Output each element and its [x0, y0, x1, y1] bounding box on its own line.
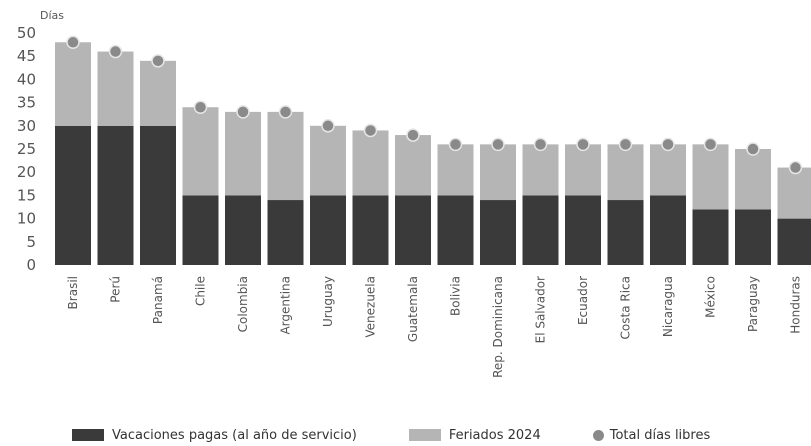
total-marker	[66, 35, 80, 50]
total-marker	[788, 160, 803, 175]
bar-vacaciones	[480, 200, 516, 265]
bar-feriados	[55, 42, 91, 126]
y-tick-label: 0	[26, 256, 36, 274]
legend-marker-total	[592, 429, 604, 441]
x-tick-label: Brasil	[66, 276, 80, 309]
total-marker	[533, 137, 548, 152]
x-axis: Brasil Perú Panamá Chile Colombia Argentina Ur…	[66, 276, 803, 378]
x-tick-label: Argentina	[279, 276, 293, 335]
bar-feriados	[395, 135, 431, 196]
y-tick-label: 15	[17, 186, 36, 204]
total-marker	[576, 137, 590, 152]
bar-vacaciones	[777, 218, 811, 265]
x-tick-label: Perú	[109, 276, 123, 303]
x-tick-label: Costa Rica	[619, 276, 633, 339]
bar-feriados	[310, 125, 346, 196]
total-marker	[406, 128, 420, 142]
x-tick-label: Bolivia	[449, 276, 463, 316]
x-tick-label: Ecuador	[576, 276, 590, 325]
total-marker	[151, 54, 165, 68]
bar-vacaciones	[225, 195, 261, 265]
y-tick-label: 25	[17, 140, 36, 158]
x-tick-label: Colombia	[236, 276, 250, 332]
y-axis-label: Días	[40, 9, 64, 22]
total-marker	[661, 137, 675, 152]
y-tick-label: 20	[17, 163, 36, 181]
legend-label-feriados: Feriados 2024	[448, 427, 541, 443]
x-tick-label: Panamá	[151, 276, 165, 324]
bar-feriados	[437, 144, 474, 196]
total-marker	[618, 137, 633, 152]
y-tick-label: 10	[17, 210, 36, 228]
stacked-bar-chart: Días 0 5 10 15 20 25 30 35 40 45 50 Brasil Perú Pana…	[17, 9, 811, 378]
y-tick-label: 45	[17, 47, 36, 65]
bar-vacaciones	[395, 195, 431, 265]
bar-feriados	[97, 51, 134, 126]
legend-label-total: Total días libres	[609, 427, 711, 443]
x-tick-label: Nicaragua	[661, 276, 675, 337]
total-marker	[491, 137, 505, 152]
total-marker	[746, 142, 760, 156]
bar-vacaciones	[55, 125, 91, 265]
bar-vacaciones	[522, 195, 559, 265]
total-marker	[108, 44, 123, 59]
bar-feriados	[565, 144, 601, 196]
bar-feriados	[650, 144, 686, 196]
y-tick-label: 35	[17, 94, 36, 112]
x-tick-label: Uruguay	[321, 276, 335, 327]
y-axis: 0 5 10 15 20 25 30 35 40 45 50	[17, 24, 36, 274]
total-marker	[363, 123, 378, 138]
x-tick-label: Chile	[194, 276, 208, 306]
total-marker	[278, 105, 293, 119]
bars	[55, 42, 811, 265]
bar-vacaciones	[97, 125, 134, 265]
bar-feriados	[735, 149, 771, 210]
legend-swatch-feriados	[408, 429, 441, 441]
total-marker	[193, 100, 208, 114]
bar-vacaciones	[310, 195, 346, 265]
bar-vacaciones	[735, 209, 771, 265]
total-marker	[321, 119, 335, 133]
total-marker	[236, 105, 250, 119]
bar-feriados	[692, 144, 729, 210]
bar-feriados	[607, 144, 644, 201]
bar-feriados	[182, 107, 219, 196]
total-marker	[448, 137, 463, 152]
y-tick-label: 30	[17, 117, 36, 135]
x-tick-label: El Salvador	[534, 276, 548, 343]
legend-item-vacaciones: Vacaciones pagas (al año de servicio)	[72, 428, 357, 443]
x-tick-label: México	[704, 276, 718, 318]
bar-vacaciones	[182, 195, 219, 265]
bar-vacaciones	[650, 195, 686, 265]
x-tick-label: Guatemala	[406, 276, 420, 342]
bar-vacaciones	[267, 200, 304, 265]
x-tick-label: Honduras	[789, 276, 803, 334]
bar-vacaciones	[692, 209, 729, 265]
y-tick-label: 5	[26, 233, 36, 251]
x-tick-label: Rep. Dominicana	[491, 276, 505, 378]
bar-feriados	[777, 167, 811, 219]
total-marker	[703, 137, 718, 152]
bar-feriados	[267, 111, 304, 201]
legend: Vacaciones pagas (al año de servicio) Fe…	[72, 425, 792, 445]
bar-feriados	[522, 144, 559, 196]
bar-feriados	[225, 111, 261, 196]
bar-feriados	[480, 144, 516, 201]
bar-vacaciones	[140, 125, 176, 265]
y-tick-label: 40	[17, 70, 36, 88]
bar-feriados	[140, 60, 176, 126]
bar-feriados	[352, 130, 389, 196]
bar-vacaciones	[437, 195, 474, 265]
bar-vacaciones	[352, 195, 389, 265]
legend-label-vacaciones: Vacaciones pagas (al año de servicio)	[112, 427, 357, 443]
bar-vacaciones	[565, 195, 601, 265]
legend-item-feriados: Feriados 2024	[408, 427, 541, 443]
total-markers	[66, 35, 803, 175]
y-tick-label: 50	[17, 24, 36, 42]
x-tick-label: Venezuela	[364, 276, 378, 338]
legend-item-total: Total días libres	[592, 427, 711, 443]
x-tick-label: Paraguay	[746, 276, 760, 332]
bar-vacaciones	[607, 200, 644, 265]
legend-swatch-vacaciones	[72, 429, 104, 441]
